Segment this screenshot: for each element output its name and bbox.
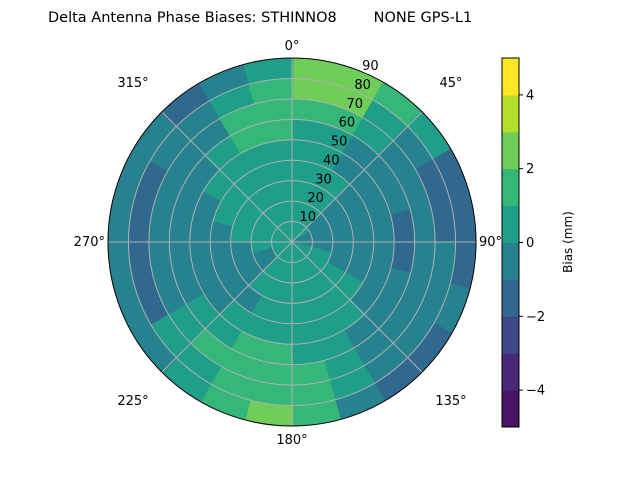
chart-title: Delta Antenna Phase Biases: STHINNO8 NON… — [48, 10, 472, 26]
radial-tick-label: 10 — [300, 210, 317, 225]
colorbar-segment — [502, 58, 519, 96]
radial-tick-label: 40 — [323, 153, 340, 168]
angular-tick-label: 90° — [479, 235, 502, 250]
colorbar-label: Bias (mm) — [561, 211, 575, 273]
angular-tick-label: 45° — [439, 76, 462, 91]
colorbar-tick-label: −2 — [526, 310, 545, 325]
contour-cell — [291, 320, 320, 345]
colorbar-tick-label: 0 — [526, 236, 534, 251]
colorbar-segment — [502, 316, 519, 354]
radial-tick-labels: 10 20 30 40 50 60 70 80 90 — [300, 59, 379, 225]
radial-tick-label: 50 — [331, 135, 348, 150]
colorbar-segment — [502, 353, 519, 391]
radial-tick-label: 60 — [339, 116, 356, 131]
radial-tick-label: 70 — [346, 97, 363, 112]
contour-cell — [189, 241, 214, 270]
angular-tick-label: 315° — [117, 76, 148, 91]
angular-tick-label: 135° — [435, 394, 466, 409]
radial-tick-label: 30 — [315, 172, 332, 187]
colorbar-tick-label: 2 — [526, 162, 534, 177]
angular-tick-label: 180° — [276, 433, 307, 448]
polar-grid — [107, 57, 477, 427]
contour-cell — [370, 214, 395, 243]
colorbar-tick-label: 4 — [526, 88, 534, 103]
polar-frame — [107, 57, 477, 427]
radial-tick-label: 80 — [354, 78, 371, 93]
angular-tick-label: 0° — [285, 39, 300, 54]
colorbar-segment — [502, 131, 519, 170]
angular-tick-labels: 0° 45° 90° 135° 180° 225° 270° 315° — [74, 39, 502, 448]
colorbar-segment — [502, 390, 519, 428]
colorbar-segment — [502, 205, 519, 243]
contour-cell — [264, 139, 293, 164]
colorbar-segment — [502, 94, 519, 133]
angular-tick-label: 225° — [117, 394, 148, 409]
colorbar-segment — [502, 242, 519, 280]
angular-gridline — [161, 111, 423, 373]
angular-tick-label: 270° — [74, 235, 105, 250]
radial-tick-label: 90 — [362, 59, 379, 74]
colorbar-segment — [502, 168, 519, 207]
radial-tick-label: 20 — [307, 191, 324, 206]
colorbar: −4 −2 0 2 4 — [501, 57, 545, 428]
colorbar-tick-label: −4 — [526, 384, 545, 399]
colorbar-segment — [502, 279, 519, 317]
